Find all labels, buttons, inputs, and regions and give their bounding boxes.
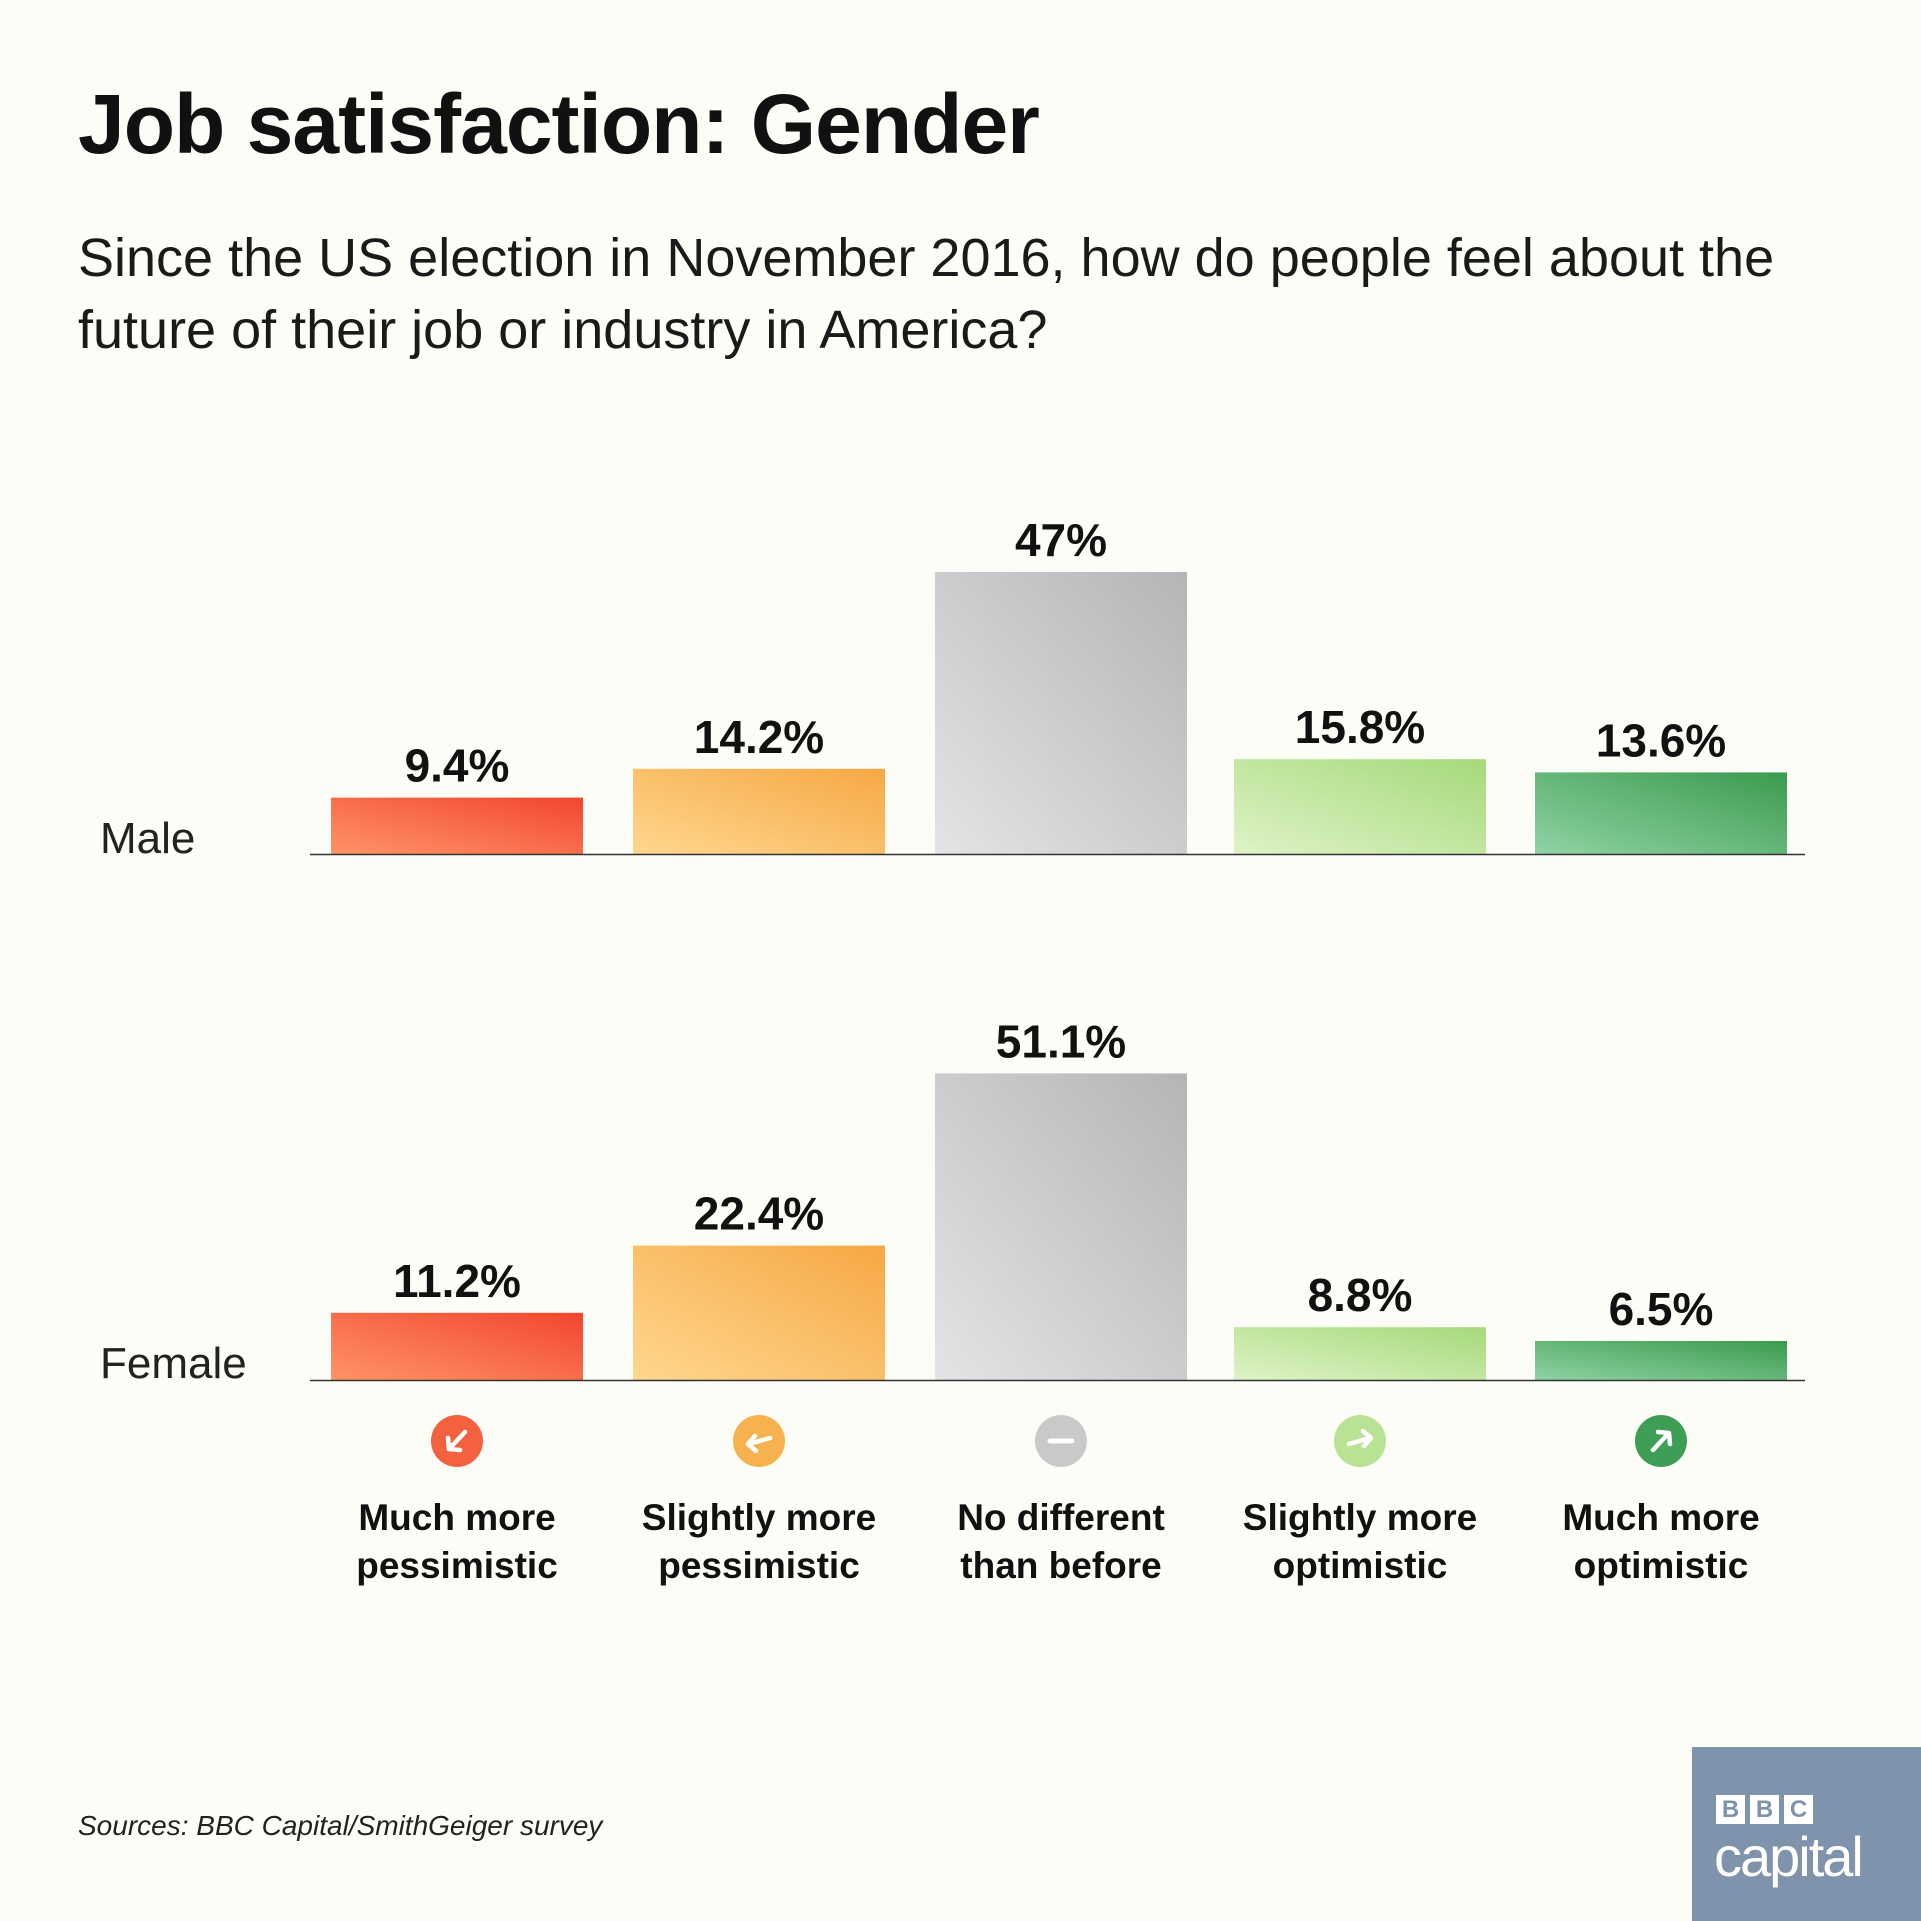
category-label: No different than before: [957, 1497, 1165, 1586]
bar: [1535, 772, 1787, 854]
bbc-letter-b2: B: [1750, 1795, 1779, 1824]
bar: [331, 797, 583, 854]
category-label: Much more pessimistic: [356, 1497, 558, 1586]
series-label: Male: [100, 814, 195, 863]
category-label: Slightly more optimistic: [1243, 1497, 1477, 1586]
arrow-up-right-icon: [1635, 1415, 1687, 1467]
bbc-capital-logo: B B C capital: [1692, 1747, 1921, 1921]
arrow-down-left-icon: [431, 1415, 483, 1467]
panel-male: Male 9.4% 14.2% 47% 15.8% 13.6%: [100, 514, 1805, 863]
bar: [331, 1312, 583, 1380]
bbc-letter-b1: B: [1716, 1795, 1745, 1824]
data-label: 11.2%: [393, 1255, 521, 1307]
bar: [1234, 1327, 1486, 1380]
source-note: Sources: BBC Capital/SmithGeiger survey: [78, 1810, 603, 1841]
bbc-letter-c: C: [1784, 1795, 1813, 1824]
bar: [1535, 1341, 1787, 1380]
chart-title: Job satisfaction: Gender: [78, 77, 1040, 171]
category-label: Slightly more pessimistic: [642, 1497, 876, 1586]
data-label: 15.8%: [1295, 701, 1425, 753]
bar: [935, 1073, 1187, 1380]
data-label: 9.4%: [405, 740, 510, 792]
data-label: 47%: [1015, 514, 1107, 566]
arrow-left-icon: [733, 1415, 785, 1467]
series-label: Female: [100, 1339, 247, 1388]
data-label: 8.8%: [1308, 1269, 1413, 1321]
data-label: 14.2%: [694, 711, 824, 763]
data-label: 13.6%: [1596, 714, 1726, 766]
data-label: 51.1%: [996, 1015, 1126, 1067]
category-label: Much more optimistic: [1562, 1497, 1759, 1586]
capital-wordmark: capital: [1714, 1825, 1864, 1888]
bar: [1234, 759, 1486, 854]
bar: [633, 1245, 885, 1380]
data-label: 6.5%: [1609, 1283, 1714, 1335]
panel-female: Female 11.2% 22.4% 51.1% 8.8% 6.5%: [100, 1015, 1805, 1388]
bbc-blocks: B B C: [1716, 1795, 1813, 1824]
bar: [633, 768, 885, 854]
arrow-right-icon: [1334, 1415, 1386, 1467]
chart-subtitle: Since the US election in November 2016, …: [78, 228, 1775, 360]
bar: [935, 572, 1187, 854]
data-label: 22.4%: [694, 1188, 824, 1240]
minus-icon: [1035, 1415, 1087, 1467]
